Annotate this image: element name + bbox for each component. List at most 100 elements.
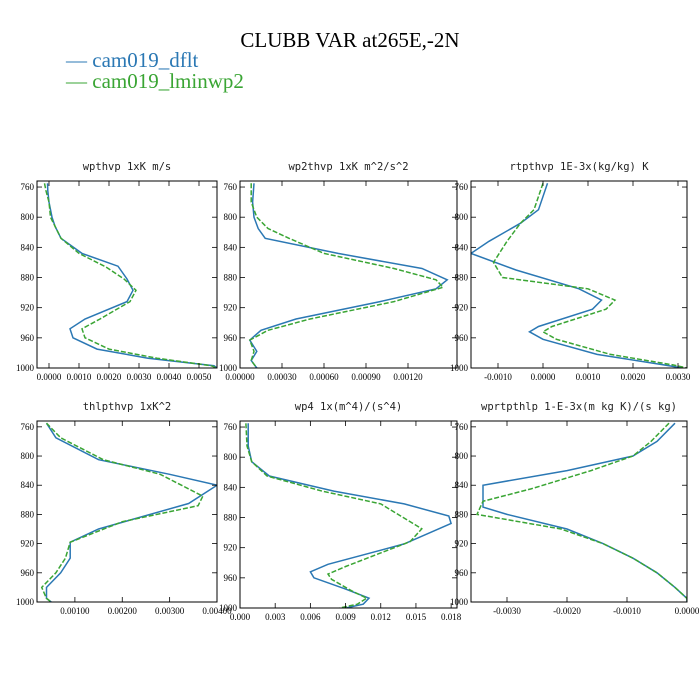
x-tick-label: 0.00100 — [60, 606, 90, 616]
x-tick-label: 0.0030 — [127, 372, 152, 382]
y-tick-label: 840 — [455, 242, 469, 252]
plot-frame — [239, 420, 458, 609]
subplot-title: wp2thvp 1xK m^2/s^2 — [288, 161, 408, 173]
series-line-lminwp2 — [475, 422, 687, 602]
x-tick-label: 0.0000 — [531, 372, 556, 382]
x-tick-label: 0.0040 — [157, 372, 182, 382]
y-tick-label: 1000 — [16, 363, 35, 373]
y-tick-label: 880 — [21, 509, 35, 519]
y-tick-label: 880 — [224, 513, 238, 523]
y-tick-label: 880 — [455, 273, 469, 283]
legend: — cam019_dflt — cam019_lminwp2 — [66, 50, 244, 92]
plot-frame — [470, 420, 688, 603]
subplot-2: wp2thvp 1xK m^2/s^2 760 800 840 880 920 960 100… — [219, 161, 458, 382]
subplot-6: wprtpthlp 1-E-3x(m kg K)/(s kg) 760 800 840… — [450, 401, 700, 616]
subplot-title: rtpthvp 1E-3x(kg/kg) K — [509, 161, 649, 173]
plot-frame — [36, 180, 218, 369]
y-tick-label: 880 — [224, 273, 238, 283]
y-tick-label: 920 — [455, 539, 469, 549]
legend-label-lminwp2: cam019_lminwp2 — [92, 69, 244, 93]
x-tick-label: 0.003 — [265, 612, 286, 622]
y-tick-label: 800 — [455, 212, 469, 222]
subplot-title: wp4 1x(m^4)/(s^4) — [295, 401, 402, 413]
subplot-1: wpthvp 1xK m/s76080084088092096010000.00… — [16, 161, 218, 382]
x-tick-label: 0.018 — [441, 612, 462, 622]
x-tick-label: 0.0020 — [97, 372, 122, 382]
legend-swatch-lminwp2: — — [66, 69, 93, 93]
x-tick-label: 0.006 — [300, 612, 321, 622]
subplot-title: thlpthvp 1xK^2 — [83, 401, 172, 413]
plot-frame — [36, 420, 218, 603]
y-tick-label: 840 — [224, 242, 238, 252]
x-tick-label: 0.0010 — [576, 372, 601, 382]
y-tick-label: 760 — [455, 182, 469, 192]
x-tick-label: 0.0000 — [675, 606, 700, 616]
y-tick-label: 1000 — [219, 363, 238, 373]
y-tick-label: 1000 — [450, 363, 469, 373]
x-tick-label: 0.000 — [230, 612, 251, 622]
y-tick-label: 920 — [21, 539, 35, 549]
y-tick-label: 920 — [455, 303, 469, 313]
y-tick-label: 960 — [455, 333, 469, 343]
x-tick-label: 0.00400 — [202, 606, 232, 616]
y-tick-label: 880 — [455, 509, 469, 519]
x-tick-label: 0.012 — [371, 612, 391, 622]
x-tick-label: -0.0010 — [484, 372, 512, 382]
y-tick-label: 760 — [455, 422, 469, 432]
series-line-lminwp2 — [492, 183, 687, 368]
subplot-title: wprtpthlp 1-E-3x(m kg K)/(s kg) — [481, 401, 677, 413]
y-tick-label: 960 — [224, 333, 238, 343]
y-tick-label: 1000 — [450, 597, 469, 607]
x-tick-label: 0.0010 — [67, 372, 92, 382]
subplot-5: wp4 1x(m^4)/(s^4)76080084088092096010000… — [219, 401, 462, 622]
x-tick-label: 0.0030 — [666, 372, 691, 382]
x-tick-label: 0.0020 — [621, 372, 646, 382]
y-tick-label: 800 — [224, 452, 238, 462]
y-tick-label: 960 — [455, 568, 469, 578]
series-line-dflt — [247, 423, 453, 608]
series-line-dflt — [482, 422, 687, 602]
y-tick-label: 920 — [21, 303, 35, 313]
y-tick-label: 960 — [21, 568, 35, 578]
y-tick-label: 920 — [224, 543, 238, 553]
y-tick-label: 760 — [224, 422, 238, 432]
y-tick-label: 840 — [224, 482, 238, 492]
series-line-lminwp2 — [245, 423, 423, 608]
y-tick-label: 840 — [21, 480, 35, 490]
x-tick-label: 0.00030 — [267, 372, 297, 382]
series-line-dflt — [46, 183, 217, 368]
legend-item-dflt: — cam019_dflt — [66, 50, 244, 71]
y-tick-label: 960 — [21, 333, 35, 343]
subplot-4: thlpthvp 1xK^2 760 800 840 880 920 960 1000 0.00… — [16, 401, 232, 616]
plot-frame — [239, 180, 458, 369]
series-line-dflt — [45, 422, 217, 602]
legend-swatch-dflt: — — [66, 48, 93, 72]
y-tick-label: 840 — [455, 480, 469, 490]
subplot-title: wpthvp 1xK m/s — [83, 161, 172, 173]
series-line-dflt — [248, 183, 449, 368]
x-tick-label: 0.009 — [335, 612, 356, 622]
x-tick-label: 0.0050 — [187, 372, 212, 382]
page-title: CLUBB VAR at265E,-2N — [240, 28, 460, 52]
y-tick-label: 840 — [21, 242, 35, 252]
y-tick-label: 760 — [224, 182, 238, 192]
x-tick-label: -0.0010 — [613, 606, 641, 616]
legend-label-dflt: cam019_dflt — [92, 48, 199, 72]
y-tick-label: 760 — [21, 422, 35, 432]
x-tick-label: 0.00200 — [108, 606, 138, 616]
series-line-lminwp2 — [248, 183, 445, 368]
series-line-lminwp2 — [43, 183, 217, 368]
x-tick-label: -0.0020 — [553, 606, 581, 616]
series-line-lminwp2 — [40, 422, 204, 602]
x-tick-label: 0.00300 — [155, 606, 185, 616]
x-tick-label: 0.00120 — [393, 372, 423, 382]
y-tick-label: 800 — [21, 212, 35, 222]
x-tick-label: 0.00090 — [351, 372, 381, 382]
y-tick-label: 920 — [224, 303, 238, 313]
x-tick-label: 0.00060 — [309, 372, 339, 382]
x-tick-label: 0.015 — [406, 612, 427, 622]
y-tick-label: 800 — [21, 451, 35, 461]
x-tick-label: 0.00000 — [225, 372, 255, 382]
y-tick-label: 800 — [224, 212, 238, 222]
